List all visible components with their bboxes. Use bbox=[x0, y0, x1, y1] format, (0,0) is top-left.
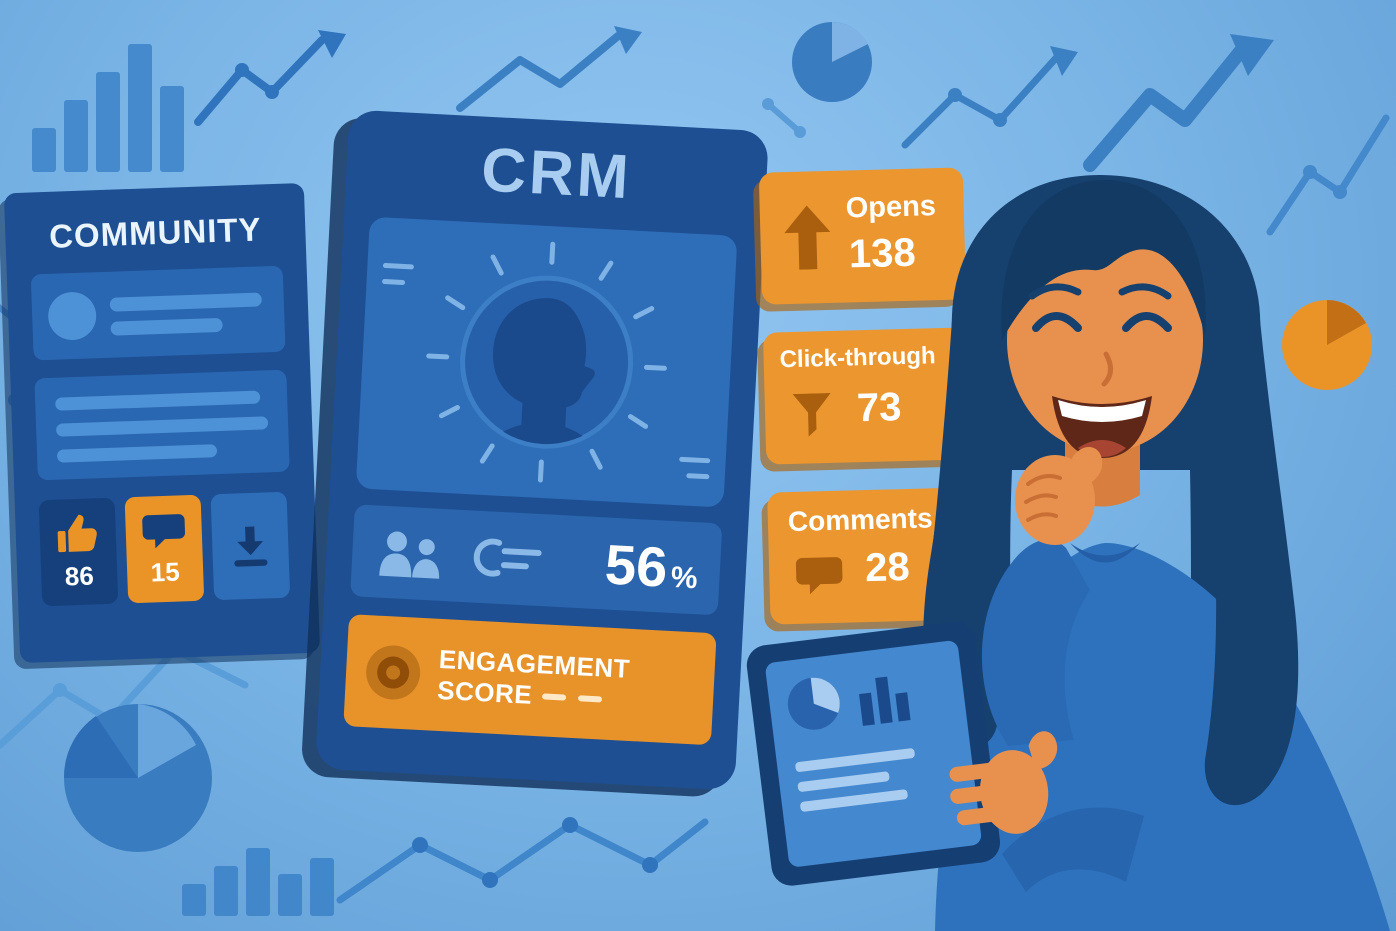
woman-arm-sleeve bbox=[981, 539, 1090, 746]
growth-arrow-icon bbox=[1083, 34, 1274, 172]
contact-avatar-panel bbox=[355, 216, 738, 508]
woman-facial-features bbox=[1028, 283, 1172, 458]
dash-decor bbox=[577, 694, 603, 703]
woman-holding-arm-sleeve bbox=[1002, 807, 1144, 892]
avatar bbox=[47, 291, 98, 341]
text-placeholder-bar bbox=[55, 390, 261, 411]
score-row: 56 % bbox=[350, 504, 723, 616]
crm-title: CRM bbox=[479, 135, 634, 213]
stat-cards-column: Opens 138 Click-through 73 Comments 28 bbox=[758, 167, 975, 652]
pie-chart-icon bbox=[63, 704, 212, 852]
score-percent-sign: % bbox=[669, 560, 699, 595]
download-icon bbox=[234, 526, 268, 567]
trend-line-icon bbox=[1266, 114, 1390, 236]
collar-shadow bbox=[1070, 543, 1140, 563]
bar-chart-icon bbox=[32, 44, 184, 172]
node-line-icon bbox=[762, 98, 806, 138]
teeth bbox=[1058, 400, 1146, 422]
engagement-label: ENGAGEMENT SCORE bbox=[436, 644, 631, 716]
woman-hand-on-chin bbox=[1015, 446, 1103, 545]
clickthrough-stat-card: Click-through 73 bbox=[762, 327, 971, 465]
pie-chart-icon bbox=[792, 21, 872, 102]
download-tile bbox=[210, 491, 291, 601]
tablet-screen-charts bbox=[787, 676, 915, 812]
community-panel: COMMUNITY 86 15 bbox=[3, 182, 321, 664]
target-icon bbox=[366, 645, 421, 700]
likes-tile: 86 bbox=[38, 497, 119, 607]
closed-eye-right bbox=[1122, 312, 1172, 332]
nose bbox=[1101, 351, 1113, 387]
text-placeholder-bar bbox=[110, 317, 223, 336]
bar-chart-icon bbox=[182, 848, 334, 916]
comments-stat-card: Comments 28 bbox=[767, 487, 975, 625]
trend-arrow-icon bbox=[456, 26, 642, 112]
community-post-card bbox=[30, 265, 286, 361]
link-icon bbox=[473, 538, 542, 577]
funnel-icon bbox=[792, 392, 831, 437]
community-panel-title: COMMUNITY bbox=[48, 210, 263, 255]
score-number: 56 bbox=[603, 532, 670, 599]
woman-front-hair bbox=[1001, 179, 1206, 340]
community-post-card bbox=[34, 369, 290, 481]
woman-hand-holding-tablet bbox=[949, 731, 1058, 834]
people-icon bbox=[379, 531, 440, 579]
comments-count: 15 bbox=[150, 555, 181, 587]
orange-pie-chart-icon bbox=[1282, 300, 1372, 390]
text-placeholder-bar bbox=[109, 292, 262, 312]
crm-phone-panel: CRM bbox=[315, 109, 769, 791]
speech-bubble-icon bbox=[795, 557, 843, 595]
comments-tile: 15 bbox=[124, 494, 205, 604]
closed-eye-left bbox=[1032, 312, 1082, 332]
opens-stat-card: Opens 138 bbox=[758, 167, 967, 305]
trend-arrow-icon bbox=[901, 46, 1078, 149]
tablet bbox=[746, 622, 1058, 886]
speech-bubble-icon bbox=[142, 513, 186, 548]
woman-illustration bbox=[746, 175, 1390, 931]
contact-avatar-icon bbox=[382, 241, 711, 483]
thumbs-up-icon bbox=[57, 514, 97, 552]
engagement-label-line2: SCORE bbox=[436, 674, 533, 710]
text-placeholder-bar bbox=[56, 444, 218, 463]
dash-decor bbox=[541, 692, 567, 701]
engagement-score-banner: ENGAGEMENT SCORE bbox=[343, 614, 717, 746]
likes-count: 86 bbox=[64, 559, 95, 591]
trend-arrow-icon bbox=[194, 30, 346, 126]
community-stats-row: 86 15 bbox=[38, 491, 295, 607]
trend-line-icon bbox=[336, 817, 709, 904]
arrow-up-icon bbox=[784, 205, 831, 270]
engagement-score-value: 56 % bbox=[603, 531, 699, 601]
text-placeholder-bar bbox=[55, 416, 269, 437]
